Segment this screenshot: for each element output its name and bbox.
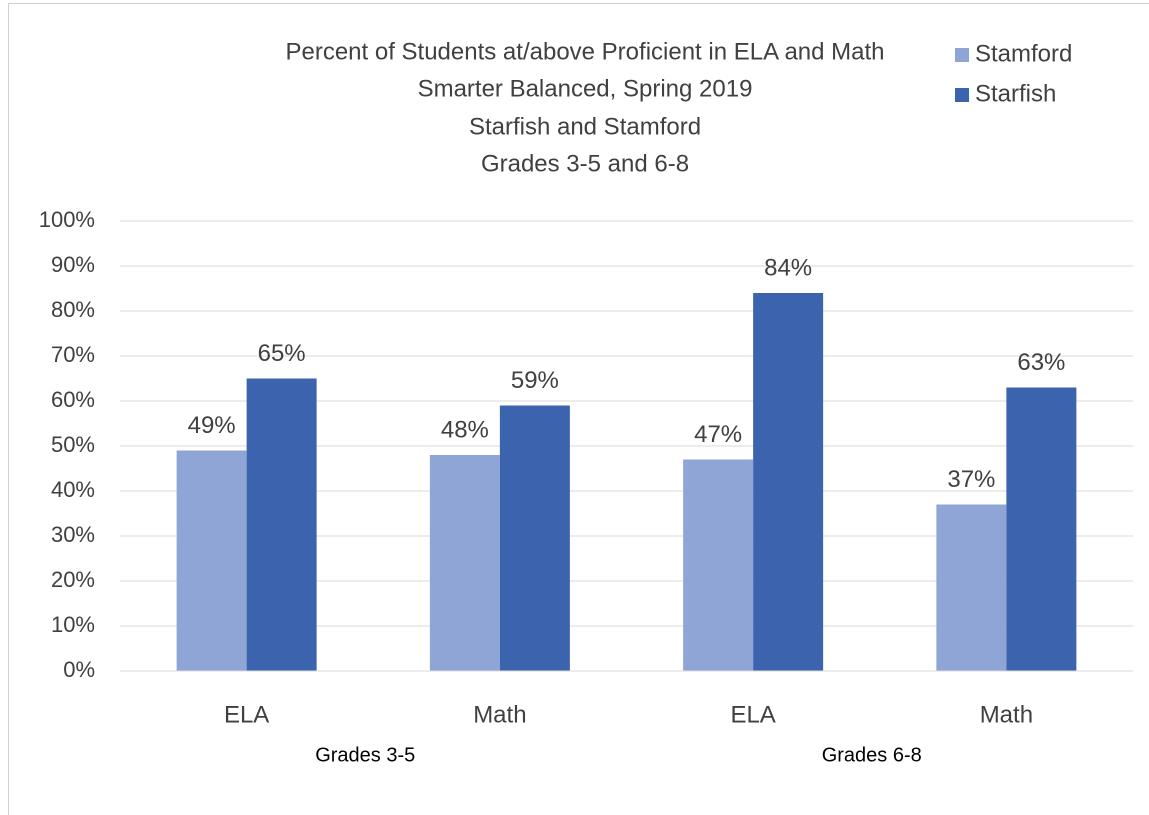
bar bbox=[753, 293, 824, 671]
legend-swatch bbox=[955, 88, 969, 102]
data-label: 63% bbox=[1017, 349, 1065, 376]
bar bbox=[683, 459, 754, 671]
bar bbox=[1006, 387, 1077, 671]
y-tick-label: 90% bbox=[51, 252, 95, 277]
legend-label: Stamford bbox=[975, 40, 1072, 67]
bar bbox=[246, 378, 317, 671]
y-tick-label: 20% bbox=[51, 567, 95, 592]
y-tick-label: 80% bbox=[51, 297, 95, 322]
legend-swatch bbox=[955, 48, 969, 62]
x-tick-label: ELA bbox=[730, 701, 775, 728]
y-tick-label: 10% bbox=[51, 612, 95, 637]
data-label: 84% bbox=[764, 254, 812, 281]
group-label: Grades 3-5 bbox=[315, 744, 415, 766]
bar bbox=[499, 405, 570, 671]
chart-subtitle: Smarter Balanced, Spring 2019 bbox=[418, 75, 753, 102]
data-label: 65% bbox=[258, 340, 306, 367]
y-tick-label: 100% bbox=[39, 207, 95, 232]
chart-border bbox=[8, 3, 1149, 815]
x-tick-label: ELA bbox=[224, 701, 269, 728]
group-label: Grades 6-8 bbox=[822, 744, 922, 766]
x-tick-label: Math bbox=[980, 701, 1033, 728]
legend-label: Starfish bbox=[975, 80, 1056, 107]
bar bbox=[176, 450, 247, 671]
y-tick-label: 50% bbox=[51, 432, 95, 457]
y-tick-label: 0% bbox=[63, 657, 95, 682]
bar bbox=[429, 455, 500, 671]
y-tick-label: 40% bbox=[51, 477, 95, 502]
data-label: 49% bbox=[188, 412, 236, 439]
data-label: 37% bbox=[947, 466, 995, 493]
chart-subtitle: Starfish and Stamford bbox=[469, 113, 701, 140]
data-label: 47% bbox=[694, 421, 742, 448]
chart-subtitle: Grades 3-5 and 6-8 bbox=[481, 150, 689, 177]
chart-title: Percent of Students at/above Proficient … bbox=[285, 38, 884, 65]
y-tick-label: 70% bbox=[51, 342, 95, 367]
data-label: 48% bbox=[441, 416, 489, 443]
data-label: 59% bbox=[511, 367, 559, 394]
x-tick-label: Math bbox=[473, 701, 526, 728]
y-tick-label: 30% bbox=[51, 522, 95, 547]
bar bbox=[936, 504, 1007, 671]
y-tick-label: 60% bbox=[51, 387, 95, 412]
